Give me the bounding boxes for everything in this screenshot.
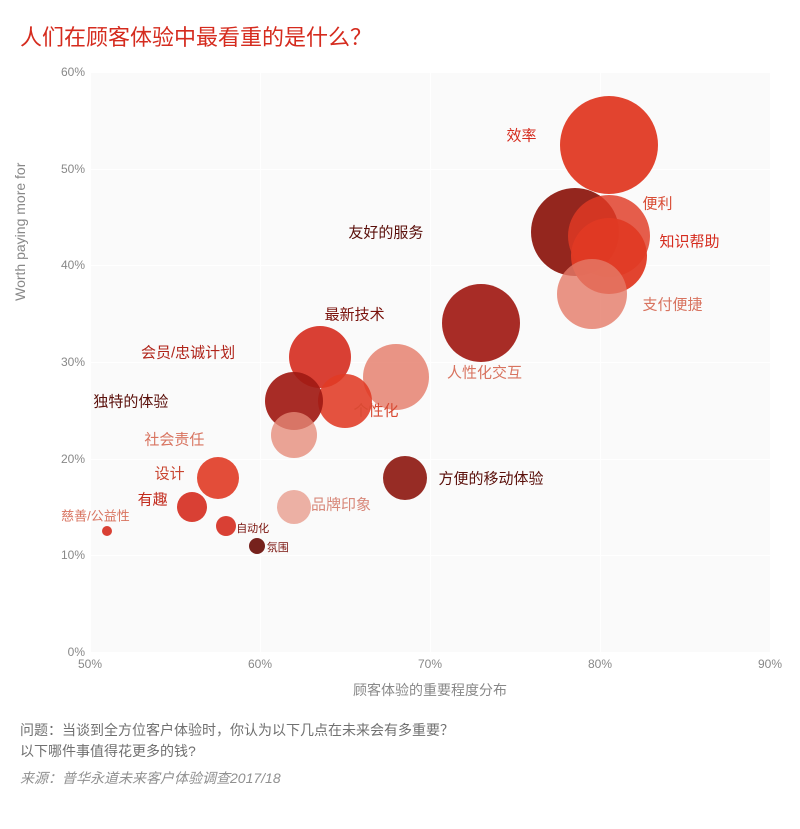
y-tick: 20% <box>35 452 85 466</box>
y-tick: 30% <box>35 355 85 369</box>
chart-title: 人们在顾客体验中最看重的是什么？ <box>20 20 780 52</box>
bubble-label: 方便的移动体验 <box>439 468 544 489</box>
y-tick: 60% <box>35 65 85 79</box>
x-tick: 70% <box>418 657 442 671</box>
bubble <box>277 490 311 524</box>
y-tick: 10% <box>35 548 85 562</box>
x-tick: 60% <box>248 657 272 671</box>
bubble <box>557 259 627 329</box>
bubble-label: 氛围 <box>267 539 289 555</box>
bubble-label: 支付便捷 <box>643 294 703 315</box>
bubble <box>383 456 427 500</box>
bubble-label: 社会责任 <box>144 429 204 450</box>
bubble-label: 知识帮助 <box>660 231 720 252</box>
x-tick: 80% <box>588 657 612 671</box>
bubble-label: 人性化交互 <box>447 361 522 382</box>
y-tick: 40% <box>35 258 85 272</box>
bubble <box>271 412 317 458</box>
footnote-source: 来源：普华永道未来客户体验调查2017/18 <box>20 768 780 788</box>
bubble <box>177 492 207 522</box>
bubble-label: 慈善/公益性 <box>61 505 130 524</box>
gridline <box>770 72 771 652</box>
bubble <box>102 526 112 536</box>
bubble <box>216 516 236 536</box>
bubble-label: 品牌印象 <box>311 494 371 515</box>
bubble-label: 个性化 <box>354 400 399 421</box>
bubble-label: 有趣 <box>138 489 168 510</box>
gridline <box>260 72 261 652</box>
gridline <box>430 72 431 652</box>
bubble <box>442 284 520 362</box>
plot-area: 效率友好的服务 便利知识帮助支付便捷 最新技术人性化交互 会员/忠诚计划个性化 独特的体… <box>90 72 770 652</box>
bubble <box>197 457 239 499</box>
bubble-label: 自动化 <box>236 520 269 536</box>
bubble-label: 友好的服务 <box>348 221 423 242</box>
y-tick: 50% <box>35 162 85 176</box>
bubble <box>560 96 658 194</box>
bubble-label: 设计 <box>155 463 185 484</box>
x-tick: 90% <box>758 657 782 671</box>
bubble <box>249 538 265 554</box>
gridline <box>90 72 91 652</box>
y-axis-label: Worth paying more for <box>12 163 28 301</box>
bubble-label: 效率 <box>507 124 537 145</box>
x-tick: 50% <box>78 657 102 671</box>
bubble-label: 便利 <box>643 192 673 213</box>
bubble-label: 会员/忠诚计划 <box>141 342 235 363</box>
gridline <box>90 652 770 653</box>
bubble-label: 最新技术 <box>325 303 385 324</box>
footnote-question: 问题：当谈到全方位客户体验时，你认为以下几点在未来会有多重要？以下哪件事值得花更… <box>20 720 780 762</box>
x-axis-label: 顾客体验的重要程度分布 <box>90 680 770 700</box>
bubble-label: 独特的体验 <box>93 390 168 411</box>
bubble-chart: Worth paying more for 效率友好的服务便利知识帮助支付便捷最… <box>30 62 780 702</box>
